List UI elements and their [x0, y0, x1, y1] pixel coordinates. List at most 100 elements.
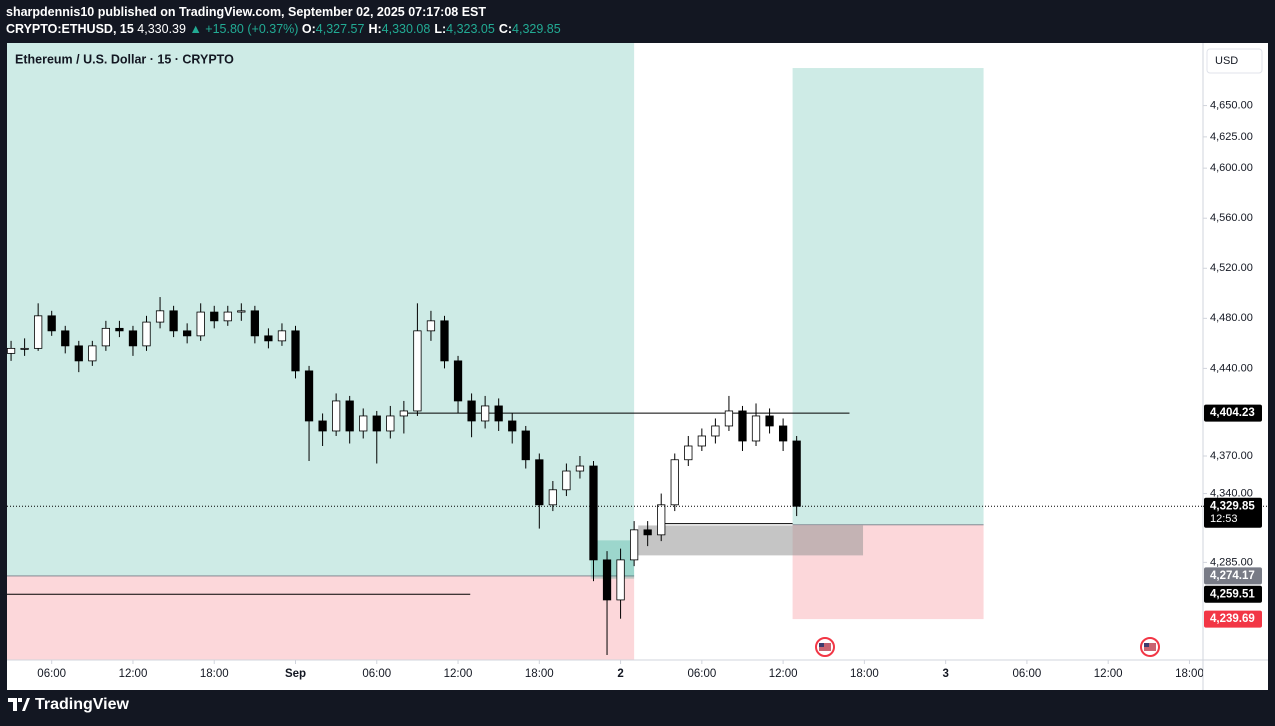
candle-body: [521, 430, 530, 461]
candle-body: [440, 320, 449, 362]
candle-body: [318, 420, 327, 432]
chart-background: [7, 43, 1268, 690]
candle-body: [142, 321, 151, 347]
candle-body: [386, 415, 395, 432]
candle-body: [237, 310, 246, 313]
price-label-box: [1204, 497, 1262, 528]
candle-body: [61, 330, 70, 347]
candle-body: [169, 310, 178, 332]
x-tick-label: 18:00: [1175, 668, 1204, 680]
y-tick-label: 4,370.00: [1210, 450, 1253, 462]
candle-body: [196, 311, 205, 337]
candle-body: [250, 310, 259, 337]
candle-body: [304, 370, 314, 422]
candle-body: [20, 347, 29, 350]
candle-body: [426, 320, 436, 332]
candle-body: [223, 311, 232, 322]
y-tick-label: 4,340.00: [1210, 487, 1253, 499]
footer-logo: TradingView: [8, 696, 129, 714]
y-tick-label: 4,285.00: [1210, 556, 1253, 568]
candle-body: [183, 330, 192, 337]
candle-body: [88, 345, 97, 362]
currency-button[interactable]: [1206, 48, 1263, 74]
price-label: 4,274.17: [1210, 570, 1255, 582]
countdown: 12:53: [1210, 513, 1238, 525]
candle-body: [535, 459, 544, 506]
price-change: ▲ +15.80 (+0.37%): [189, 22, 299, 36]
candle-body: [657, 504, 666, 536]
ohlc-key: L:: [434, 22, 447, 36]
price-label: 4,329.85: [1210, 500, 1255, 512]
candle-body: [548, 489, 557, 506]
x-tick-label: 06:00: [362, 668, 391, 680]
x-tick-label: Sep: [285, 668, 306, 680]
candle-body: [128, 330, 138, 347]
candle-body: [562, 470, 571, 491]
candle-body: [643, 529, 652, 536]
price-label-box: [1204, 404, 1262, 422]
candle-body: [711, 425, 720, 437]
candle-body: [413, 330, 422, 412]
candle-body: [47, 315, 56, 332]
price-label: 4,259.51: [1210, 588, 1255, 600]
currency-label[interactable]: USD: [1215, 55, 1238, 67]
candle-body: [751, 415, 761, 442]
ohlc-key: C:: [498, 22, 513, 36]
y-tick-label: 4,560.00: [1210, 212, 1253, 224]
candle-body: [291, 330, 300, 372]
candle-body: [629, 529, 639, 561]
x-tick-label: 18:00: [525, 668, 554, 680]
x-tick-label: 12:00: [444, 668, 473, 680]
candle-body: [101, 327, 111, 347]
ohlc-key: O:: [301, 22, 316, 36]
candle-body: [575, 465, 585, 472]
candle-body: [264, 335, 273, 342]
profit-zone: [792, 68, 984, 525]
candle-body: [724, 410, 734, 427]
y-tick-label: 4,440.00: [1210, 362, 1253, 374]
candle-body: [697, 435, 706, 447]
candle-body: [210, 311, 219, 322]
ohlc-value: 4,330.08: [381, 22, 431, 36]
candle-body: [778, 425, 788, 442]
candle-body: [494, 405, 503, 422]
candle-body: [792, 440, 801, 507]
profit-zone: [7, 43, 635, 576]
loss-zone: [7, 575, 635, 660]
y-tick-label: 4,600.00: [1210, 162, 1253, 174]
candle-body: [481, 405, 490, 422]
x-tick-label: 12:00: [1094, 668, 1123, 680]
flag-icon: [1140, 637, 1160, 657]
candle-body: [453, 360, 463, 402]
publisher-line: sharpdennis10 published on TradingView.c…: [6, 5, 486, 19]
candle-body: [372, 415, 381, 432]
x-tick-label: 12:00: [769, 668, 798, 680]
candle-body: [738, 410, 747, 442]
legend-title: Ethereum / U.S. Dollar · 15 · CRYPTO: [15, 52, 234, 66]
footer-brand: TradingView: [35, 696, 129, 713]
ohlc-value: 4,323.05: [446, 22, 495, 36]
candle-body: [277, 330, 287, 342]
candle-body: [684, 445, 693, 461]
candle-body: [616, 559, 625, 601]
y-tick-label: 4,520.00: [1210, 262, 1253, 274]
candle-body: [765, 415, 774, 427]
x-tick-label: 18:00: [850, 668, 879, 680]
x-tick-label: 2: [617, 668, 623, 680]
price-label-box: [1204, 567, 1262, 585]
y-tick-label: 4,480.00: [1210, 312, 1253, 324]
symbol: CRYPTO:ETHUSD, 15: [6, 22, 134, 36]
candle-body: [589, 465, 598, 561]
y-tick-label: 4,625.00: [1210, 131, 1253, 143]
ohlc: O:4,327.57 H:4,330.08 L:4,323.05 C:4,329.85: [302, 22, 565, 36]
zone: [638, 525, 864, 556]
candle-body: [7, 347, 16, 354]
ohlc-key: H:: [368, 22, 382, 36]
x-tick-label: 06:00: [1013, 668, 1042, 680]
x-tick-label: 12:00: [119, 668, 148, 680]
price-label: 4,404.23: [1210, 407, 1255, 419]
price-label: 4,239.69: [1210, 613, 1255, 625]
price-label-box: [1204, 610, 1262, 628]
